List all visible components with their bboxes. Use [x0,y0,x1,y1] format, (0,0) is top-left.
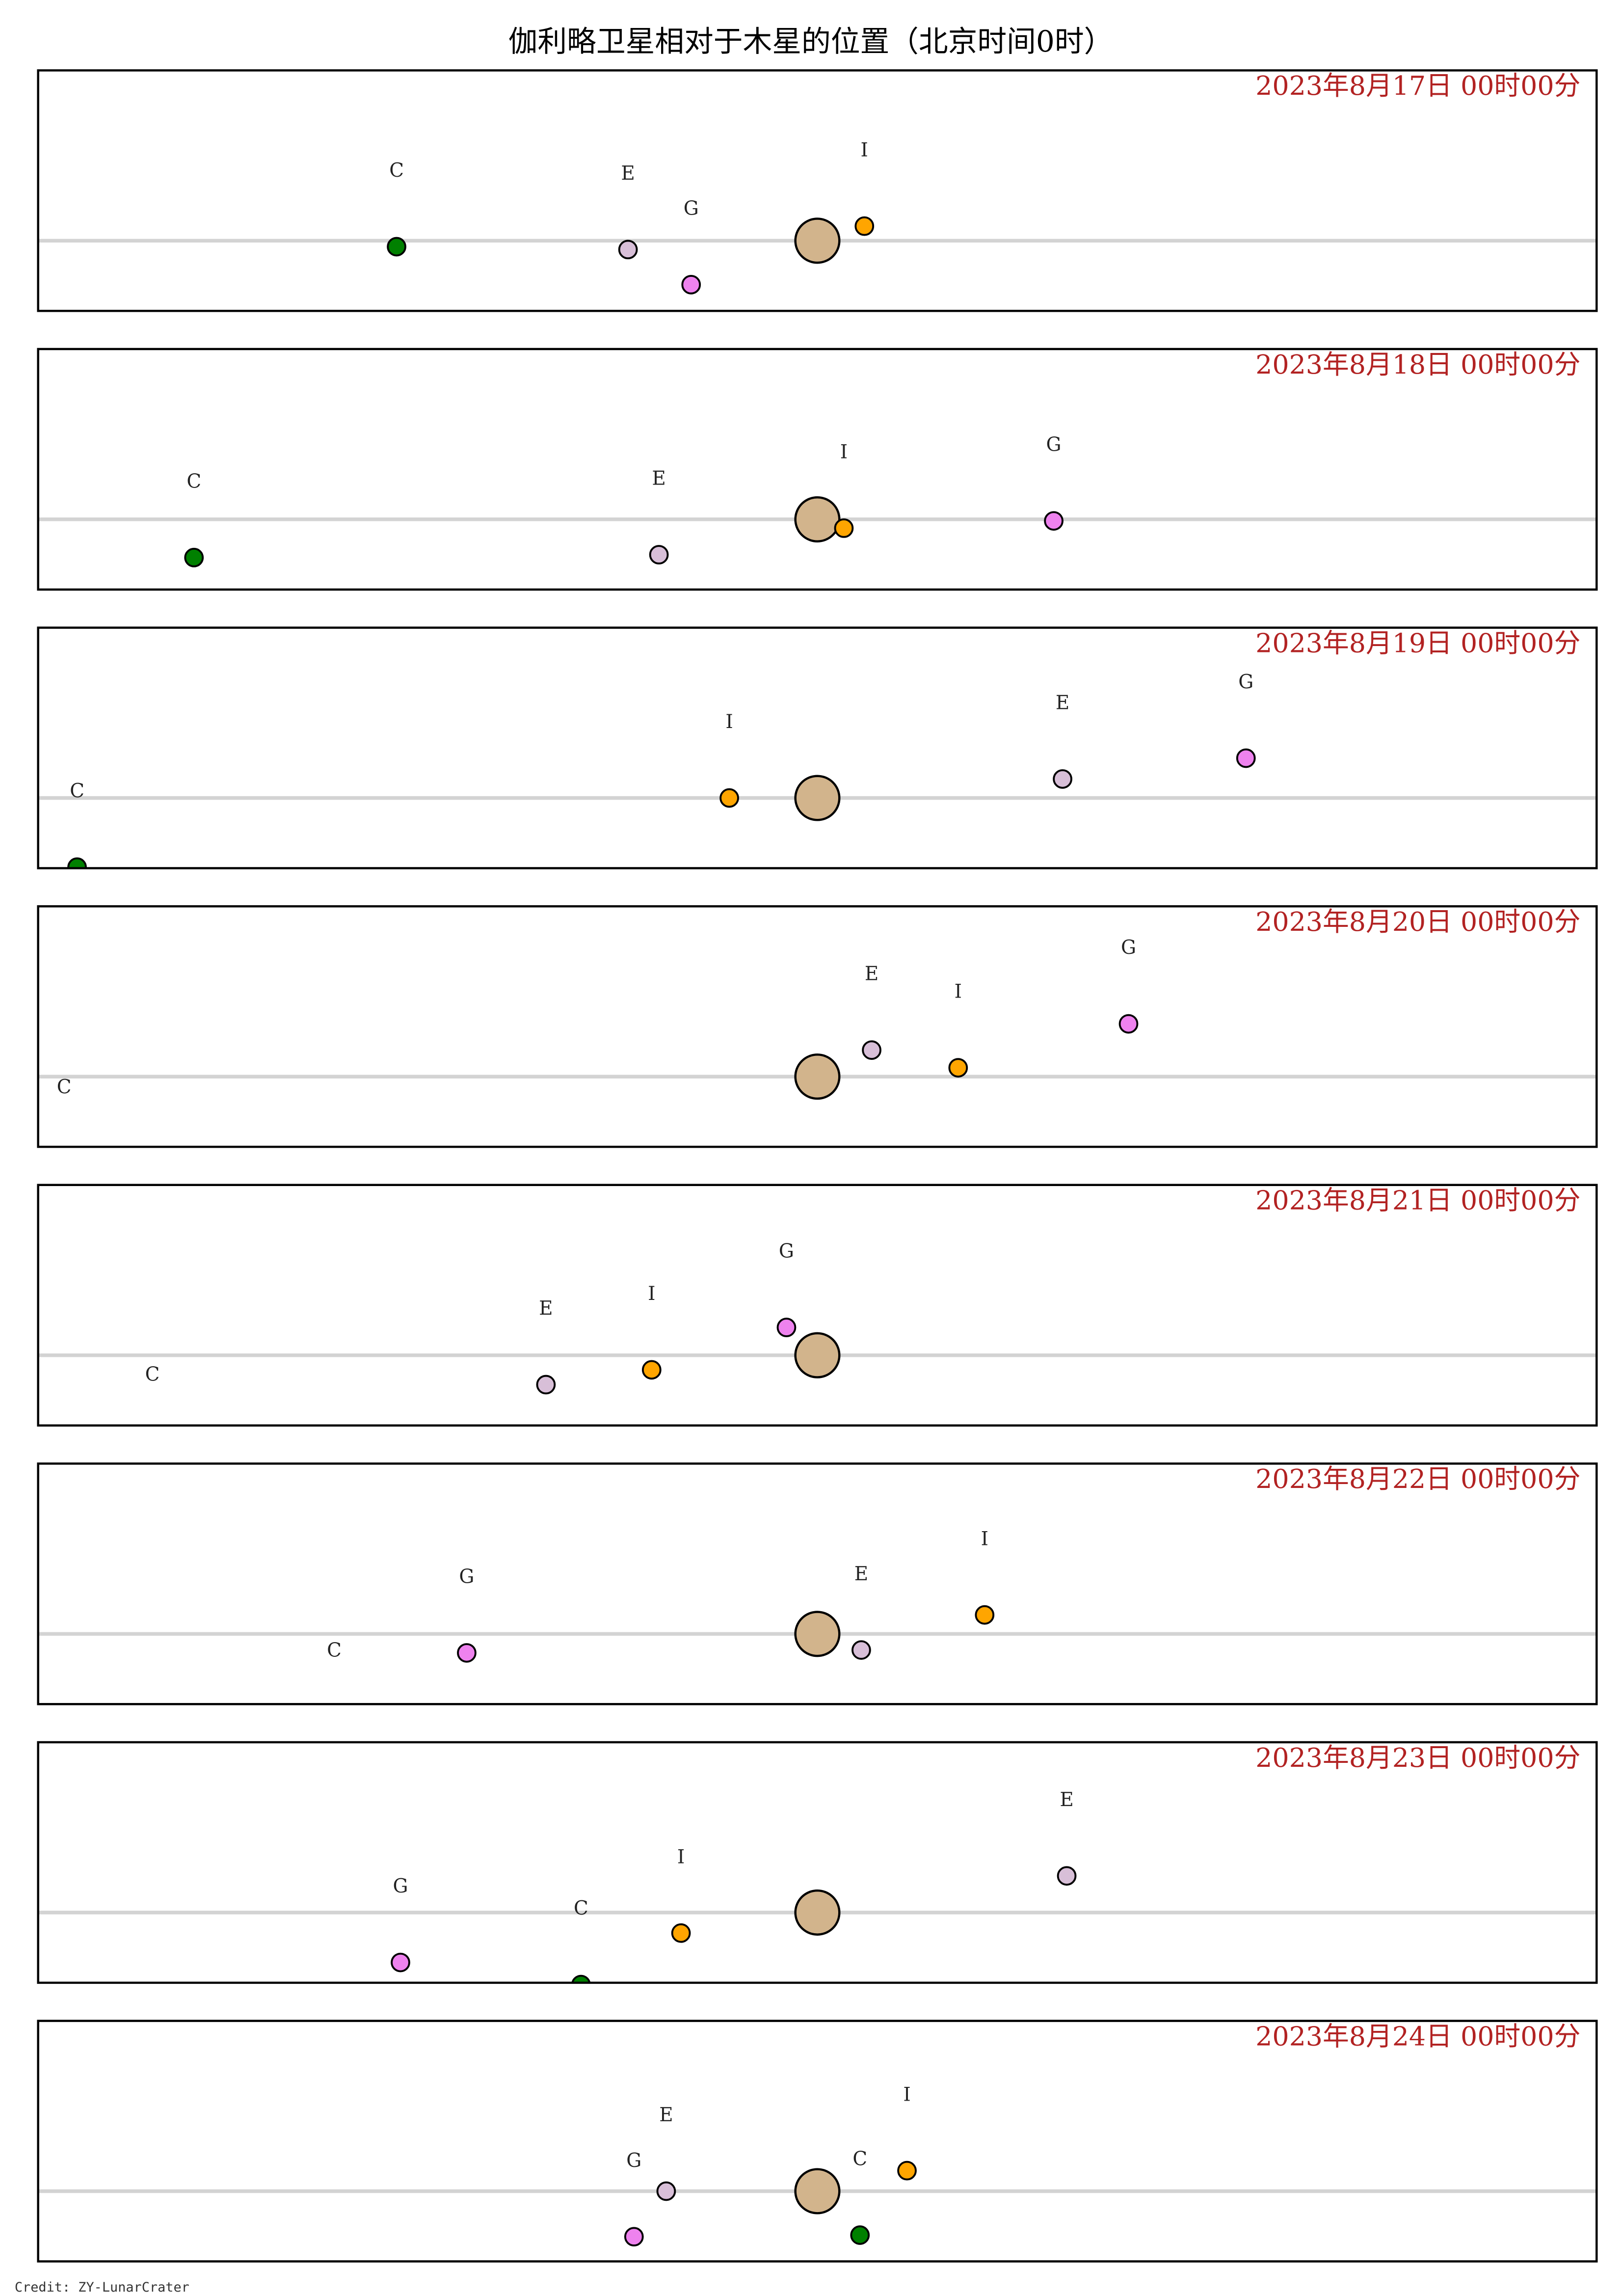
moon-label: E [659,2104,673,2126]
moon [641,1360,662,1380]
moon-label: E [1060,1789,1073,1811]
figure-title: 伽利略卫星相对于木星的位置（北京时间0时） [508,25,1114,59]
panel-frame [37,2020,1598,2263]
panel: C E I G [38,937,1597,1172]
moon [1236,748,1256,768]
moon [656,2181,676,2201]
moon [776,1318,797,1337]
panel-title: 2023年8月22日 00时00分 [1255,1463,1580,1494]
panel: C E G I [38,139,1597,295]
panel: G E C I [38,2083,1597,2247]
moon-label: C [852,2148,867,2170]
moon [854,216,875,236]
moon-label: C [57,1076,72,1098]
jupiter [794,496,841,542]
moon-label: I [981,1528,988,1550]
moon-label: C [145,1364,160,1386]
jupiter [794,1611,841,1657]
moon [387,237,406,257]
moon-label: C [574,1897,588,1919]
moon-label: I [861,139,868,161]
moon-label: G [626,2150,641,2172]
panel-title: 2023年8月20日 00时00分 [1255,906,1580,937]
moon [834,518,854,538]
moon [681,274,701,295]
moon [1057,1866,1077,1886]
moon-label: G [1121,937,1136,959]
jupiter [794,2168,841,2215]
moon-label: C [327,1639,342,1661]
panel-frame [37,1741,1598,1984]
moon [144,1442,161,1459]
moon-label: G [393,1875,408,1897]
panel-frame [37,69,1598,312]
moon-label: E [854,1563,868,1585]
moon-label: G [459,1566,474,1588]
panel-title: 2023年8月21日 00时00分 [1255,1185,1580,1216]
jupiter [794,1332,841,1378]
moon [649,545,669,565]
moon-label: C [186,470,201,492]
moon [391,1952,410,1972]
moon [719,788,739,808]
moon-label: E [1056,692,1069,714]
credit: Credit: ZY-LunarCrater [15,2280,189,2295]
moon-label: C [70,780,84,802]
moon [571,1974,591,1983]
moon [1044,511,1064,531]
panel-title: 2023年8月18日 00时00分 [1255,349,1580,380]
moon [1118,1014,1139,1034]
jupiter [794,217,841,264]
panel: C I E G [38,671,1597,868]
panel-frame [37,1184,1598,1427]
moon [618,240,638,260]
panel-frame [37,626,1598,869]
moon [536,1375,556,1395]
moon-label: E [621,162,635,185]
jupiter [794,1889,841,1936]
moon-label: I [648,1283,655,1305]
panel-frame [37,348,1598,591]
panel-title: 2023年8月23日 00时00分 [1255,1742,1580,1773]
moon [624,2227,644,2247]
moon [851,1640,871,1660]
moon [948,1058,968,1078]
panel: C E I G [38,434,1597,567]
moon [671,1923,691,1943]
moon [850,2225,870,2245]
moon [897,2161,917,2181]
moon-label: C [389,160,404,182]
moon-label: G [684,197,699,219]
panel: G C I E [38,1789,1597,1983]
moon-label: E [652,468,665,490]
moon-label: I [725,711,733,733]
panel-title: 2023年8月24日 00时00分 [1255,2021,1580,2052]
moon [325,1718,343,1735]
panel-frame [37,905,1598,1148]
moon [975,1605,995,1625]
moon [55,1155,73,1172]
moon-label: I [840,441,848,463]
moon-label: G [1238,671,1253,693]
moon [184,547,204,567]
moon-label: G [779,1241,794,1263]
panel: C G E I [38,1528,1597,1735]
moon-label: G [1046,434,1062,456]
moon-label: I [955,981,962,1003]
jupiter [794,775,841,821]
moon-label: E [539,1297,553,1320]
jupiter [794,1053,841,1100]
moon-label: I [903,2083,910,2106]
panel-title: 2023年8月19日 00时00分 [1255,627,1580,658]
moon [457,1643,477,1663]
moon [1053,769,1072,789]
panel-title: 2023年8月17日 00时00分 [1255,70,1580,101]
panel: C E I G [38,1241,1597,1459]
moon-label: E [865,963,878,985]
moon-label: I [677,1846,685,1868]
moon [862,1040,881,1060]
panel-frame [37,1462,1598,1705]
